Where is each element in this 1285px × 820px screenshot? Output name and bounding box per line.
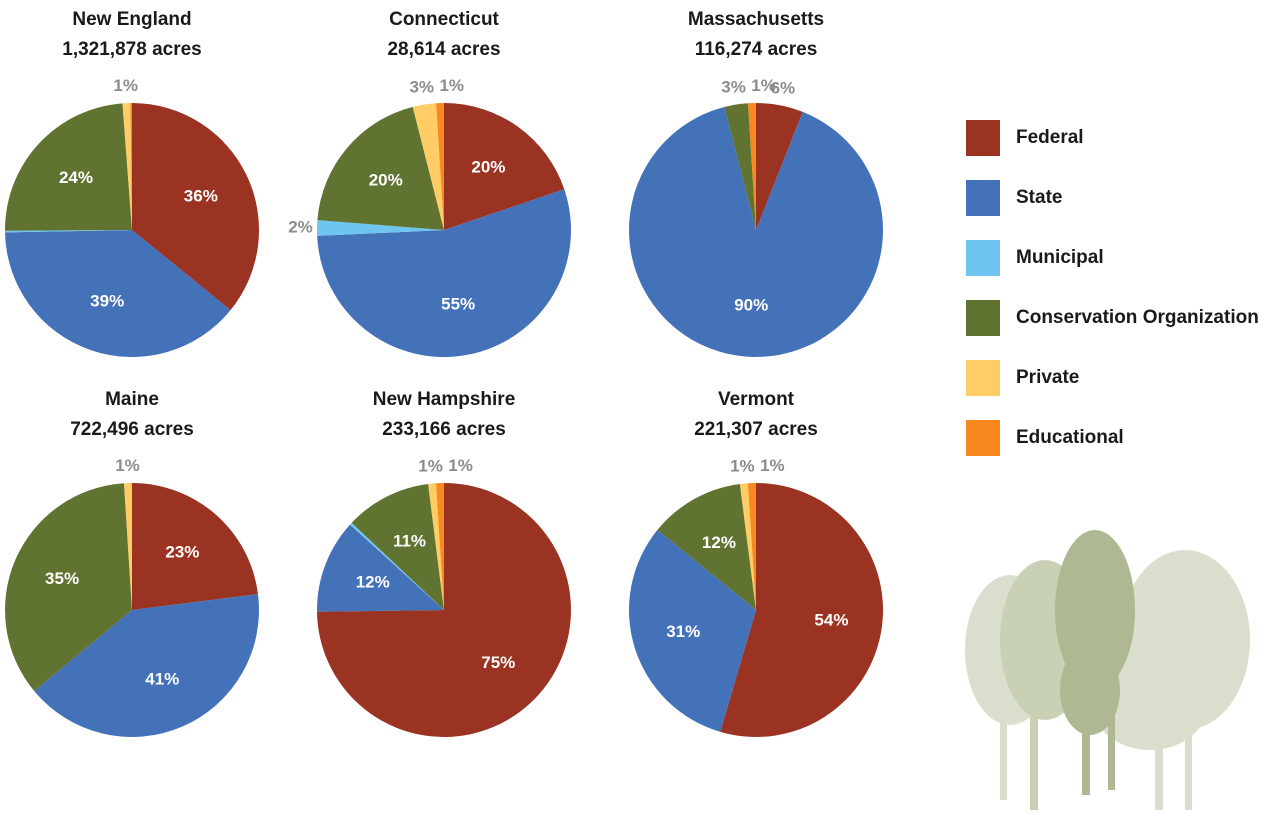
value-label: 35%	[45, 569, 79, 588]
legend-label: Educational	[1016, 427, 1124, 448]
value-label: 20%	[471, 158, 505, 177]
pie-slice	[317, 220, 444, 236]
value-label: 1%	[760, 456, 785, 475]
pie-subtitle: 1,321,878 acres	[62, 39, 201, 60]
value-label: 36%	[184, 187, 218, 206]
pie-slice	[444, 103, 565, 230]
legend-label: Private	[1016, 367, 1079, 388]
pie-slice	[428, 483, 444, 610]
value-label: 23%	[165, 542, 199, 561]
pie-subtitle: 116,274 acres	[695, 39, 818, 60]
value-label: 31%	[666, 622, 700, 641]
pie-title: Maine	[105, 389, 159, 410]
pie-subtitle: 722,496 acres	[70, 419, 194, 440]
pie-slice	[34, 594, 259, 737]
value-label: 1%	[751, 76, 776, 95]
pie-slice	[629, 529, 756, 732]
value-label: 20%	[369, 170, 403, 189]
value-label: 3%	[721, 78, 746, 97]
value-label: 41%	[145, 669, 179, 688]
value-label: 6%	[771, 79, 796, 98]
legend-swatch	[966, 120, 1000, 156]
legend-label: State	[1016, 187, 1062, 208]
legend-swatch	[966, 300, 1000, 336]
pie-slice	[317, 106, 444, 230]
legend-swatch	[966, 240, 1000, 276]
pie-title: Connecticut	[389, 9, 499, 30]
pie-slice	[739, 483, 756, 610]
value-label: 1%	[730, 457, 755, 476]
pie-title: Massachusetts	[688, 9, 824, 30]
pie-slice	[5, 483, 132, 691]
pie-slice	[130, 103, 132, 230]
value-label: 55%	[441, 294, 475, 313]
pie-slice	[720, 483, 884, 737]
pie-slice	[436, 483, 444, 610]
pie-slice	[317, 189, 572, 358]
value-label: 75%	[481, 653, 515, 672]
value-label: 1%	[113, 76, 138, 95]
value-label: 11%	[393, 532, 426, 551]
value-label: 12%	[356, 573, 390, 592]
pie-subtitle: 221,307 acres	[694, 419, 818, 440]
value-label: 54%	[814, 610, 848, 629]
value-label: 1%	[418, 457, 443, 476]
value-label: 1%	[115, 456, 140, 475]
legend-label: Conservation Organization	[1016, 307, 1259, 328]
pie-slice	[5, 230, 132, 233]
pie-slice	[122, 103, 132, 230]
pie-title: New Hampshire	[373, 389, 516, 410]
tree-illustration	[965, 530, 1250, 810]
pie-slice	[756, 103, 803, 230]
value-label: 1%	[448, 456, 473, 475]
pie-slice	[132, 103, 259, 311]
pie-slice	[124, 483, 132, 610]
value-label: 3%	[409, 78, 434, 97]
pie-slice	[316, 524, 444, 612]
pie-subtitle: 28,614 acres	[387, 39, 500, 60]
pie-title: Vermont	[718, 389, 795, 410]
value-label: 24%	[59, 168, 93, 187]
value-label: 12%	[702, 533, 736, 552]
pie-slice	[657, 484, 756, 610]
pie-title: New England	[72, 9, 191, 30]
legend-swatch	[966, 180, 1000, 216]
pie-slice	[436, 103, 444, 230]
pie-slice	[132, 483, 258, 610]
value-label: 39%	[90, 292, 124, 311]
value-label: 1%	[439, 76, 464, 95]
legend-label: Federal	[1016, 127, 1084, 148]
pie-slice	[629, 106, 884, 357]
legend-swatch	[966, 420, 1000, 456]
value-label: 90%	[734, 296, 768, 315]
value-label: 2%	[288, 217, 313, 236]
pie-slice	[351, 483, 444, 610]
pie-subtitle: 233,166 acres	[382, 419, 506, 440]
pie-slice	[350, 522, 444, 610]
pie-slice	[412, 103, 444, 230]
legend-swatch	[966, 360, 1000, 396]
pie-slice	[724, 103, 756, 230]
pie-slice	[4, 103, 132, 231]
pie-slice	[5, 230, 231, 357]
pie-slice	[747, 483, 756, 610]
pie-slice	[317, 483, 571, 737]
pie-slice	[748, 103, 756, 230]
legend-label: Municipal	[1016, 247, 1104, 268]
